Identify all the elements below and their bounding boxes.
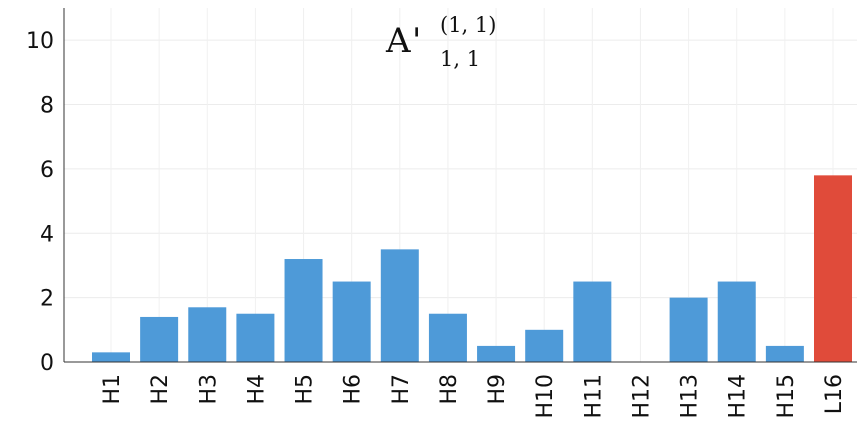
y-tick-labels: 0 2 4 6 8 10 xyxy=(26,29,54,376)
bar-h14 xyxy=(717,281,756,362)
bar-h13 xyxy=(669,297,708,362)
x-tick-label: H13 xyxy=(678,374,703,419)
chart-title: A ' (1, 1) 1, 1 xyxy=(385,13,496,71)
x-tick-label: H10 xyxy=(533,374,558,419)
title-subscript: 1, 1 xyxy=(440,47,480,71)
bar-h5 xyxy=(284,259,323,362)
bar-h10 xyxy=(525,329,564,362)
title-base: A xyxy=(385,21,411,61)
bar-h11 xyxy=(573,281,612,362)
y-tick-label: 2 xyxy=(40,287,54,312)
bar-h4 xyxy=(236,313,275,362)
bar-h7 xyxy=(380,249,419,362)
bar-h3 xyxy=(188,307,227,362)
y-tick-label: 6 xyxy=(40,158,54,183)
x-tick-label: H1 xyxy=(100,374,125,405)
x-tick-labels: H1 H2 H3 H4 H5 H6 H7 H8 H9 H10 H11 H12 H13 H14 H15 L16 xyxy=(100,374,847,419)
bar-h2 xyxy=(140,316,179,362)
x-tick-label: H12 xyxy=(629,374,654,419)
y-tick-label: 10 xyxy=(26,29,54,54)
bar-l16 xyxy=(814,175,852,362)
x-tick-label: H11 xyxy=(581,374,606,419)
axes xyxy=(63,8,857,363)
x-tick-label: H7 xyxy=(389,374,414,405)
bar-h15 xyxy=(765,345,804,362)
y-tick-label: 8 xyxy=(40,94,54,119)
x-tick-label: H6 xyxy=(341,374,366,405)
x-tick-label: H3 xyxy=(196,374,221,405)
x-tick-label: H15 xyxy=(774,374,799,419)
x-tick-label: L16 xyxy=(822,374,847,414)
y-tick-label: 4 xyxy=(40,222,54,247)
x-tick-label: H4 xyxy=(244,374,269,405)
title-superscript: (1, 1) xyxy=(440,13,496,37)
bar-h8 xyxy=(428,313,467,362)
x-tick-label: H8 xyxy=(437,374,462,405)
title-prime: ' xyxy=(412,21,421,61)
bar-h1 xyxy=(92,352,130,362)
bars xyxy=(92,175,852,362)
x-tick-label: H9 xyxy=(485,374,510,405)
x-tick-label: H5 xyxy=(293,374,318,405)
y-tick-label: 0 xyxy=(40,351,54,376)
x-tick-label: H2 xyxy=(148,374,173,405)
bar-h6 xyxy=(332,281,371,362)
bar-h9 xyxy=(477,345,516,362)
x-tick-label: H14 xyxy=(726,374,751,419)
